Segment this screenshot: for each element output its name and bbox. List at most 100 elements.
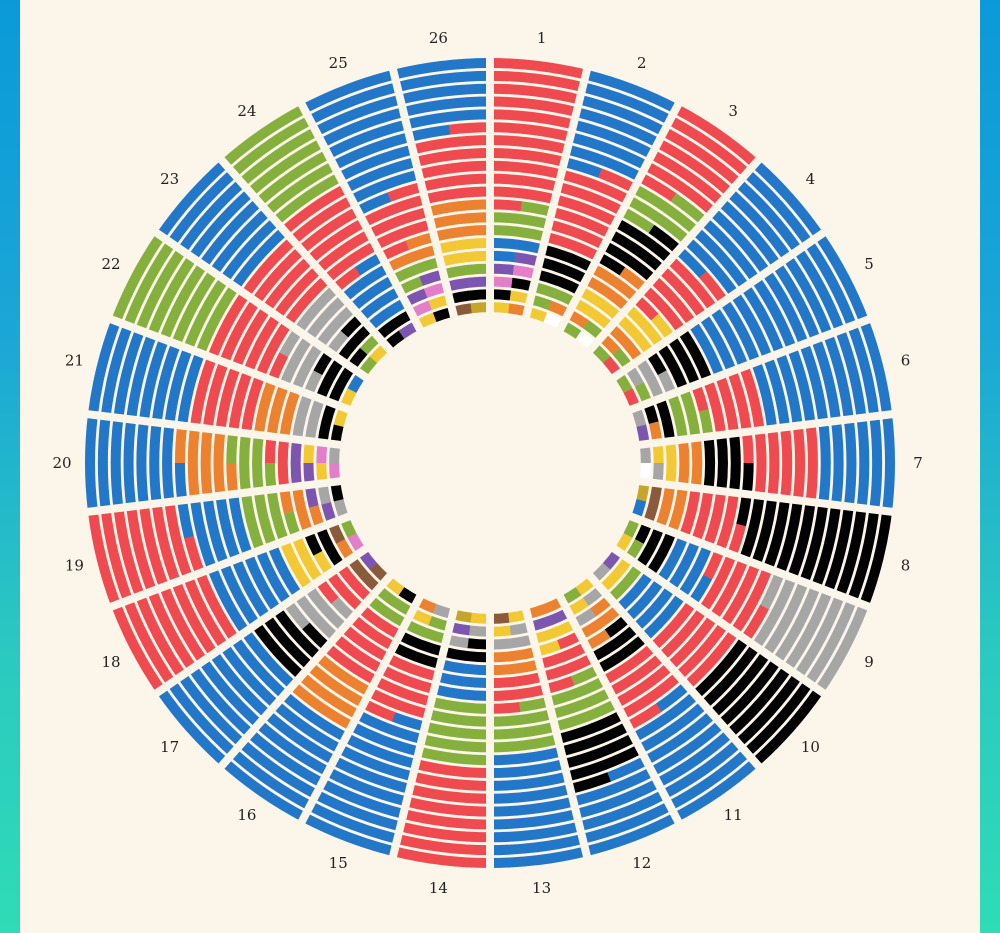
cell-blue [575,107,621,130]
cell-black [612,624,640,649]
cell-black [847,554,871,603]
cell-red [361,639,391,663]
cell-blue [620,108,667,137]
cell-red [534,86,581,105]
cell-red [490,173,526,186]
sector-gap [487,459,847,711]
cell-blue [611,767,655,794]
cell-red [619,692,655,720]
cell-blue [535,834,584,853]
cell-red [222,291,250,328]
cell-orange [589,263,619,287]
cell-red [164,501,182,542]
cell-orange [690,463,703,489]
cell-red [748,396,765,431]
cell-blue [856,463,870,509]
cell-yellow [490,302,510,314]
cell-orange [332,682,367,708]
cell-green [490,225,519,237]
sector-label: 19 [65,556,84,574]
cell-red [685,171,725,206]
cell-red [292,265,322,295]
cell-blue [402,99,448,117]
cell-blue [198,228,234,268]
cell-blue [661,766,706,799]
cell-black [680,358,701,387]
cell-black [593,721,631,746]
cell-red [302,275,331,304]
cell-red [658,265,688,295]
cell-red [741,431,754,464]
cell-black [391,642,419,662]
cell-green [391,264,419,284]
cell-blue [805,292,833,337]
cell-orange [678,463,690,488]
cell-blue [253,665,288,699]
cell-green [271,514,289,543]
cell-black [799,542,821,584]
cell-red [666,256,698,287]
cell-red [767,428,780,464]
cell-red [667,115,714,149]
cell-red [281,203,317,235]
cell-black [641,235,674,264]
cell-blue [629,812,679,842]
cell-blue [405,111,449,130]
cell-black [748,495,765,530]
sector-label: 13 [532,879,551,897]
cell-green [199,276,229,316]
cell-black [419,640,445,657]
cell-blue [241,628,272,664]
cell-red [649,622,678,651]
sector-label: 17 [160,738,179,756]
cell-blue [581,820,630,844]
cell-blue [815,232,849,280]
cell-blue [766,211,803,254]
cell-purple [303,462,315,486]
cell-blue [703,346,725,378]
cell-green [241,492,257,524]
cell-orange [429,214,462,230]
cell-blue [234,207,271,244]
cell-gray [657,370,677,396]
cell-red [490,122,532,135]
cell-black [561,264,589,284]
cell-green [459,702,490,714]
cell-blue [186,159,229,202]
cell-blue [848,372,867,419]
cell-blue [714,758,759,797]
cell-black [414,652,442,670]
sector-labels-layer: 1234567891011121314151617181920212223242… [52,29,922,897]
cell-red [311,184,349,212]
cell-red [243,340,266,374]
cell-red [490,676,518,689]
cell-blue [490,765,528,779]
cells-layer [85,58,896,868]
sector-9 [614,516,869,694]
cell-blue [620,789,667,818]
cell-blue [162,462,175,503]
cell-red [679,511,697,539]
cell-blue [717,198,755,236]
cell-yellow [303,440,315,463]
cell-gray [652,463,664,484]
cell-green [239,462,251,494]
cell-green [123,280,152,328]
sector-label: 24 [237,102,256,120]
cell-blue [631,714,669,742]
cell-black [569,772,611,794]
sector-7 [639,414,896,512]
cell-orange [433,226,463,242]
cell-blue [209,650,243,689]
cell-red [393,846,443,866]
cell-blue [743,169,784,210]
cell-black [303,530,323,556]
cell-blue [847,323,871,372]
sector-gap [201,460,493,788]
cell-blue [794,298,821,342]
cell-red [298,224,332,254]
cell-blue [709,305,735,340]
cell-red [601,661,633,686]
cell-green [579,687,613,710]
sector-label: 25 [329,54,348,72]
